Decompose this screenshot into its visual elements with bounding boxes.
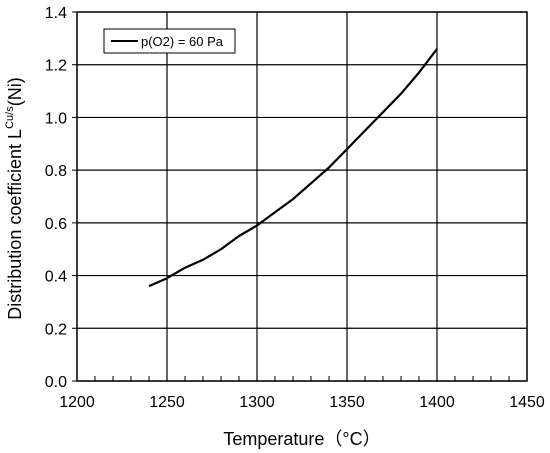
x-tick-label: 1450 [509,394,545,411]
x-axis-title: Temperature（°C） [223,429,380,449]
y-axis-title-tail: (Ni) [5,77,25,106]
legend: p(O2) = 60 Pa [103,28,236,54]
y-axis-ticks: 0.0 0.2 0.4 0.6 0.8 1.0 1.2 1.4 [45,5,77,391]
plot-frame [76,11,528,382]
y-axis-title: Distribution coefficient LCu/s(Ni) [4,77,25,319]
series-line [148,48,438,288]
y-tick-label: 0.8 [45,163,67,180]
y-tick-label: 0.2 [45,321,67,338]
y-tick-label: 0.4 [45,269,67,286]
x-tick-label: 1250 [149,394,185,411]
y-tick-label: 1.2 [45,58,67,75]
x-axis-ticks: 1200 1250 1300 1350 1400 1450 [59,376,545,411]
gridlines [76,11,528,382]
y-tick-label: 0.0 [45,374,67,391]
y-axis-title-main: Distribution coefficient L [5,129,25,320]
y-tick-label: 1.0 [45,110,67,127]
y-tick-label: 0.6 [45,216,67,233]
y-tick-label: 1.4 [45,5,67,22]
x-tick-label: 1300 [239,394,275,411]
x-tick-label: 1350 [329,394,365,411]
x-tick-label: 1400 [419,394,455,411]
legend-label: p(O2) = 60 Pa [141,34,224,49]
y-axis-title-superscript: Cu/s [4,106,16,129]
x-tick-label: 1200 [59,394,95,411]
series-layer [148,48,438,288]
